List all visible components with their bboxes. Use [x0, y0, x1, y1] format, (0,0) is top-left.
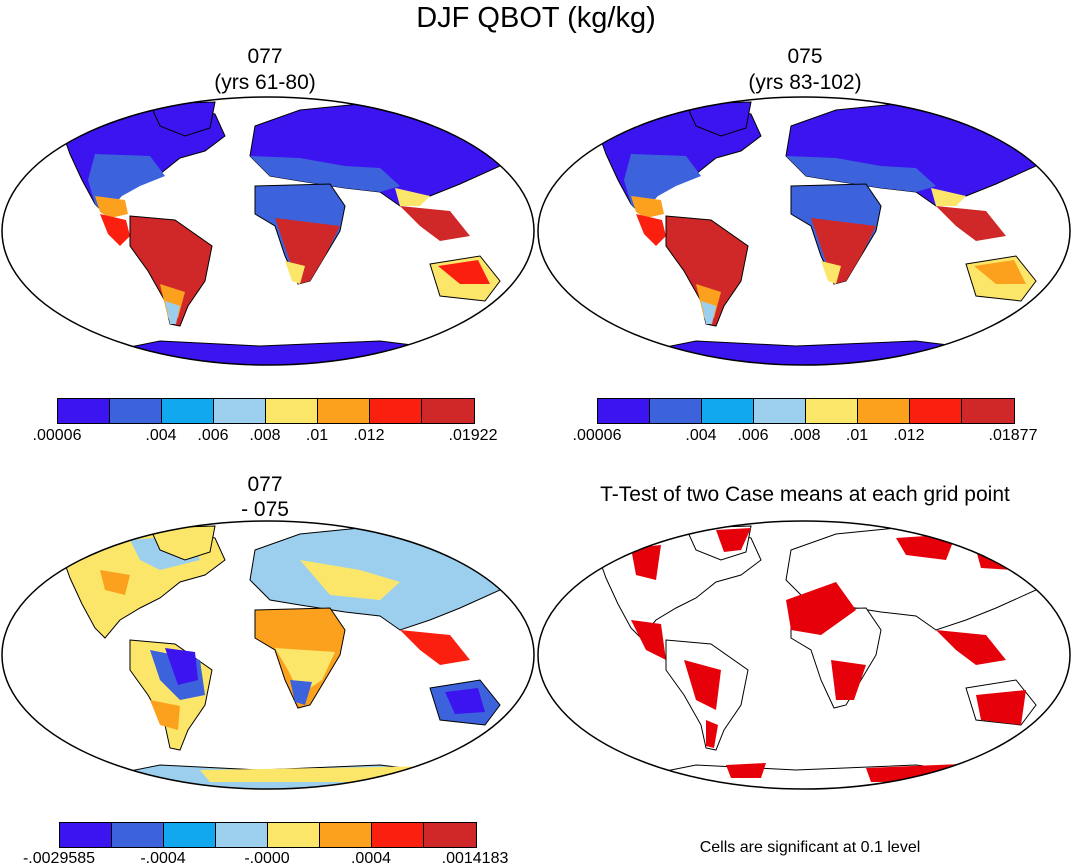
colorbar-swatch	[598, 399, 650, 423]
map-outline	[1, 96, 535, 366]
colorbar-swatch	[962, 399, 1014, 423]
colorbar-swatch	[424, 823, 476, 847]
colorbar-swatch	[266, 399, 318, 423]
colorbar-tick-label: .01922	[448, 427, 498, 444]
colorbar-swatch	[268, 823, 320, 847]
greenland	[149, 101, 216, 137]
colorbar-swatch	[320, 823, 372, 847]
colorbar-tick-label: .0014183	[441, 850, 509, 867]
panel4-title: T-Test of two Case means at each grid po…	[600, 483, 1010, 506]
map-panel-2	[537, 96, 1071, 366]
colorbar-tick-label: .01	[845, 427, 869, 444]
colorbar-tick-label: .01	[305, 427, 329, 444]
south-america	[129, 215, 213, 327]
colorbar-tick-label: .006	[737, 427, 769, 444]
colorbar-tick-label: .004	[685, 427, 717, 444]
map-outline	[537, 96, 1071, 366]
colorbar-swatch	[60, 823, 112, 847]
colorbar-tick-label: .00006	[572, 427, 622, 444]
south-america	[665, 215, 749, 327]
map-outline	[537, 520, 1071, 790]
significance-note: Cells are significant at 0.1 level	[699, 839, 921, 856]
colorbar-swatch	[216, 823, 268, 847]
colorbar-swatch	[372, 823, 424, 847]
panel3-title-line1: 077	[247, 473, 283, 496]
colorbar-tick-label: .006	[197, 427, 229, 444]
figure-title: DJF QBOT (kg/kg)	[416, 2, 656, 34]
panel1-title-line1: 077	[247, 45, 283, 68]
colorbar-tick-label: .01877	[988, 427, 1038, 444]
colorbar-tick-label: .008	[789, 427, 821, 444]
colorbar-swatch	[112, 823, 164, 847]
colorbar-swatch	[318, 399, 370, 423]
colorbar-tick-label: -.0029585	[22, 850, 96, 867]
map-panel-4	[537, 520, 1071, 790]
colorbar-tick-label: .00006	[32, 427, 82, 444]
panel2-title-line1: 075	[787, 45, 823, 68]
colorbar-swatch	[370, 399, 422, 423]
panel1-title-line2: (yrs 61-80)	[214, 71, 316, 94]
colorbar-tick-label: -.0000	[244, 850, 290, 867]
map-outline	[1, 520, 535, 790]
colorbar-swatch	[162, 399, 214, 423]
colorbar-swatch	[754, 399, 806, 423]
colorbar-swatch	[422, 399, 474, 423]
greenland	[685, 101, 752, 137]
colorbar-swatch	[910, 399, 962, 423]
colorbar-3	[59, 822, 477, 848]
map-panel-3	[1, 520, 535, 790]
colorbar-tick-label: .012	[353, 427, 385, 444]
colorbar-swatch	[650, 399, 702, 423]
colorbar-tick-label: .008	[249, 427, 281, 444]
colorbar-tick-label: .012	[893, 427, 925, 444]
colorbar-swatch	[110, 399, 162, 423]
colorbar-2	[597, 398, 1015, 424]
colorbar-tick-label: .0004	[350, 850, 392, 867]
colorbar-swatch	[702, 399, 754, 423]
colorbar-tick-label: .004	[145, 427, 177, 444]
panel2-title-line2: (yrs 83-102)	[748, 71, 862, 94]
map-panel-1	[1, 96, 535, 366]
colorbar-1	[57, 398, 475, 424]
colorbar-swatch	[164, 823, 216, 847]
greenland	[149, 525, 216, 561]
panel3-title-line2: - 075	[241, 498, 289, 521]
colorbar-swatch	[806, 399, 858, 423]
colorbar-swatch	[214, 399, 266, 423]
colorbar-swatch	[58, 399, 110, 423]
colorbar-tick-label: -.0004	[140, 850, 186, 867]
colorbar-swatch	[858, 399, 910, 423]
